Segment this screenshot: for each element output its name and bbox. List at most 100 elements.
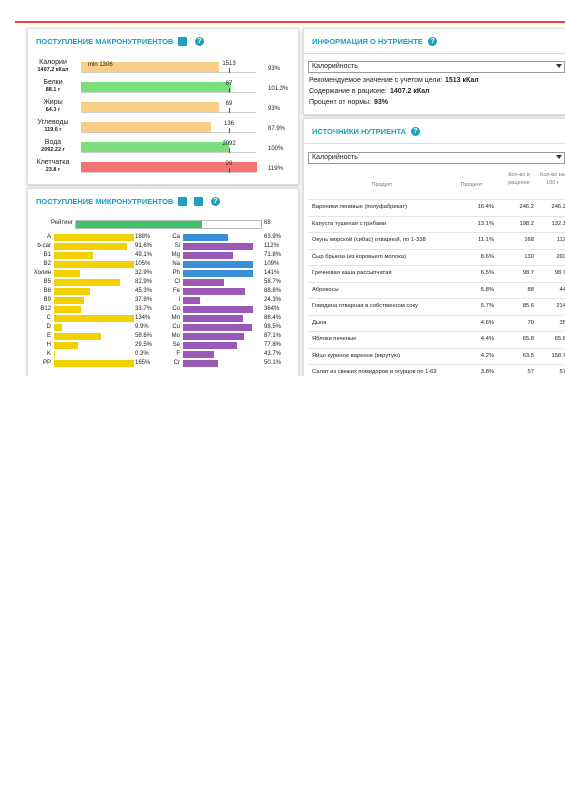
row-divider	[308, 199, 565, 200]
table-cell: 5.7%	[480, 303, 494, 309]
bar	[81, 102, 219, 112]
nutrient-amount: 119.6 г	[44, 127, 62, 133]
micro-bar	[54, 261, 134, 268]
rating-label: Рейтинг	[50, 220, 73, 226]
row-divider	[308, 314, 565, 316]
micro-pct: 45.3%	[135, 288, 153, 294]
table-cell: 65.8	[522, 336, 534, 342]
micro-bar	[183, 333, 244, 340]
pct-label: 93%	[268, 106, 281, 112]
product-name: Яблоки печеные	[312, 336, 357, 342]
table-cell: 35	[559, 319, 565, 326]
table-cell: 88	[527, 286, 534, 293]
micro-bar	[54, 306, 81, 313]
table-cell: 132.1	[551, 220, 565, 227]
info-text: Рекомендуемое значение с учетом цели:	[309, 77, 443, 84]
micro-bar	[183, 315, 244, 322]
target-tick	[229, 148, 230, 153]
pct-label: 93%	[268, 66, 281, 72]
bar-track	[81, 63, 256, 73]
column-header: Процент	[460, 182, 483, 188]
micro-pct: 58.7%	[264, 279, 282, 285]
bar-track	[81, 143, 256, 153]
row-divider	[308, 331, 565, 332]
screenshot: ПОСТУПЛЕНИЕ МАКРОНУТРИЕНТОВ ? Калории 140…	[0, 0, 565, 376]
column-header: Кол-во в рационе	[508, 172, 530, 186]
value-label: 136	[223, 121, 234, 127]
micro-bar	[54, 252, 94, 259]
micro-pct: 141%	[264, 270, 280, 276]
micro-name: Mn	[171, 315, 180, 321]
micro-name: Mg	[171, 252, 180, 258]
value-label: 1513	[222, 61, 236, 67]
micro-name: Холин	[33, 270, 51, 276]
micro-name: Cu	[172, 324, 180, 330]
micro-bar	[183, 270, 253, 277]
product-name: Сыр брынза (из коровьего молока)	[312, 253, 407, 260]
divider	[304, 143, 565, 144]
product-name: Салат из свежих помидоров и огурцов по 1…	[312, 369, 437, 375]
nutrient-name: Калории	[39, 59, 67, 66]
divider	[304, 53, 565, 54]
table-cell: 4.6%	[480, 319, 494, 326]
bar	[81, 82, 231, 92]
micro-pct: 43.7%	[264, 351, 282, 357]
target-tick	[229, 68, 230, 73]
micro-pct: 364%	[264, 306, 280, 312]
micro-name: PP	[42, 360, 51, 366]
micro-bar	[183, 261, 253, 268]
table-cell: 57	[527, 369, 534, 375]
help-icon[interactable]: ?	[411, 127, 420, 136]
help-icon[interactable]: ?	[195, 37, 204, 46]
micro-name: C	[46, 315, 51, 321]
column-header: Продукт	[371, 182, 393, 188]
micro-bar	[183, 351, 214, 358]
micro-pct: 88.8%	[264, 288, 282, 294]
table-cell: 70	[527, 319, 534, 326]
nutrient-select[interactable]: Калорийность	[308, 61, 565, 73]
table-cell: 6.5%	[480, 270, 494, 276]
table-cell: 5.8%	[480, 286, 494, 293]
micro-pct: 58.6%	[135, 333, 153, 339]
micro-bar	[54, 342, 78, 349]
micro-name: Ca	[172, 234, 180, 240]
pct-label: 119%	[268, 166, 283, 172]
micro-pct: 165%	[135, 360, 151, 366]
micro-pct: 32.9%	[135, 270, 153, 276]
table-cell: 44	[559, 286, 565, 293]
calendar-icon[interactable]	[178, 197, 187, 206]
nutrient-name: Вода	[44, 139, 62, 146]
calendar-icon[interactable]	[178, 37, 187, 46]
info-value: 93%	[374, 99, 389, 106]
table-cell: 214	[556, 303, 565, 309]
pct-label: 100%	[268, 146, 284, 152]
calendar-icon[interactable]	[194, 197, 203, 206]
table-cell: 63.5	[522, 352, 534, 359]
row-divider	[308, 265, 565, 266]
panel-title: ПОСТУПЛЕНИЕ МИКРОНУТРИЕНТОВ	[36, 197, 174, 206]
panel-title: ИСТОЧНИКИ НУТРИЕНТА	[312, 127, 406, 136]
table-cell: 130	[524, 253, 534, 260]
row-divider	[308, 281, 565, 283]
table-cell: 8.6%	[480, 253, 494, 260]
micro-name: E	[46, 333, 51, 339]
product-name: Говядина отварная в собственном соку	[312, 303, 419, 309]
micro-bar	[183, 279, 225, 286]
nutrient-select[interactable]: Калорийность	[308, 152, 565, 164]
help-icon[interactable]: ?	[211, 197, 220, 206]
sources-panel: ИСТОЧНИКИ НУТРИЕНТА ? Калорийность Проду…	[303, 118, 565, 376]
micro-bar	[183, 288, 246, 295]
micro-name: Na	[172, 261, 180, 267]
value-label: 2092	[222, 141, 236, 147]
nutrient-name: Клетчатка	[36, 159, 70, 166]
help-icon[interactable]: ?	[428, 37, 437, 46]
nutrient-amount: 1407.2 кКал	[37, 67, 69, 73]
micro-bar	[54, 297, 85, 304]
nutrient-name: Жиры	[43, 99, 63, 106]
micro-pct: 49.1%	[135, 252, 153, 258]
micro-bar	[54, 243, 128, 250]
micro-pct: 91.6%	[135, 243, 153, 249]
micro-pct: 77.8%	[264, 342, 282, 348]
micro-bar	[183, 306, 253, 313]
micro-bar	[54, 270, 81, 277]
